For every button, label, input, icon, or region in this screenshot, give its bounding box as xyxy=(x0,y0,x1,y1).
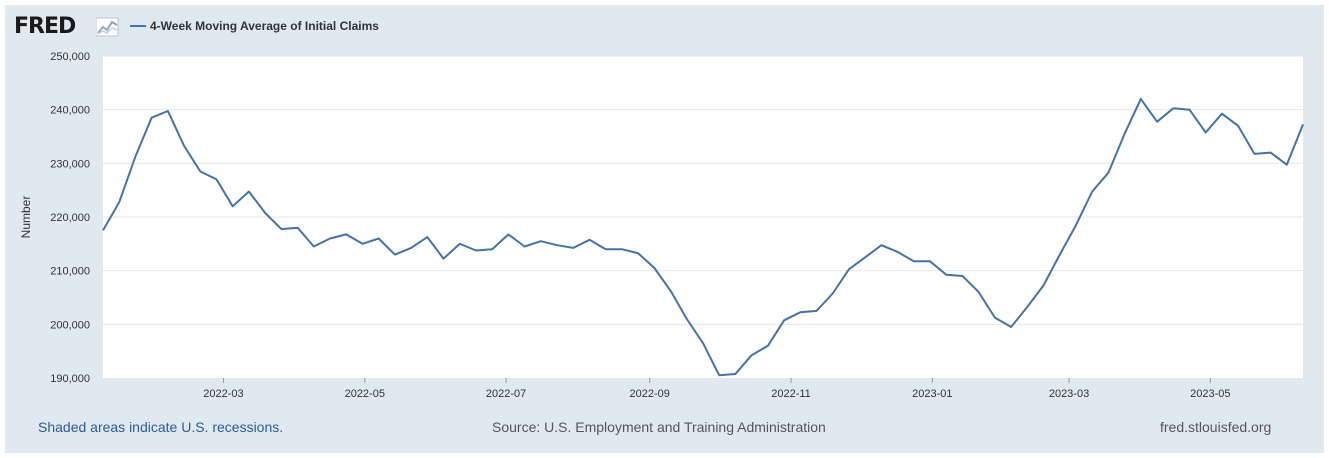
y-axis-ticks: 190,000 200,000 210,000 220,000 230,000 240,0… xyxy=(50,51,90,385)
series-line[interactable] xyxy=(102,97,1304,377)
x-tick-label: 2022-09 xyxy=(630,388,670,400)
x-tick-label: 2022-07 xyxy=(486,388,526,400)
x-tick-label: 2023-01 xyxy=(912,388,952,400)
legend-swatch xyxy=(130,25,146,27)
x-tick-label: 2022-05 xyxy=(345,388,385,400)
y-tick-label: 230,000 xyxy=(50,158,90,170)
x-axis-ticks: 2022-03 2022-05 2022-07 2022-09 2022-11 2023-… xyxy=(203,378,1231,400)
y-tick-label: 200,000 xyxy=(50,319,90,331)
fred-logo[interactable]: FRED xyxy=(14,14,76,39)
y-tick-label: 210,000 xyxy=(50,266,90,278)
source-text: Source: U.S. Employment and Training Adm… xyxy=(492,419,826,435)
y-tick-label: 250,000 xyxy=(50,51,90,63)
fred-logo-graph-icon xyxy=(96,17,119,37)
gridlines xyxy=(103,55,1303,325)
y-tick-label: 220,000 xyxy=(50,212,90,224)
y-axis-label: Number xyxy=(19,196,33,239)
x-tick-label: 2023-05 xyxy=(1190,388,1230,400)
chart-legend: 4-Week Moving Average of Initial Claims xyxy=(130,19,379,33)
series-group xyxy=(102,97,1304,377)
fred-url-link[interactable]: fred.stlouisfed.org xyxy=(1160,419,1272,435)
recession-note-link[interactable]: Shaded areas indicate U.S. recessions. xyxy=(38,419,284,435)
x-tick-label: 2022-11 xyxy=(771,388,811,400)
x-tick-label: 2022-03 xyxy=(203,388,243,400)
legend-label[interactable]: 4-Week Moving Average of Initial Claims xyxy=(150,19,379,33)
y-tick-label: 240,000 xyxy=(50,105,90,117)
y-tick-label: 190,000 xyxy=(50,373,90,385)
x-tick-label: 2023-03 xyxy=(1049,388,1089,400)
